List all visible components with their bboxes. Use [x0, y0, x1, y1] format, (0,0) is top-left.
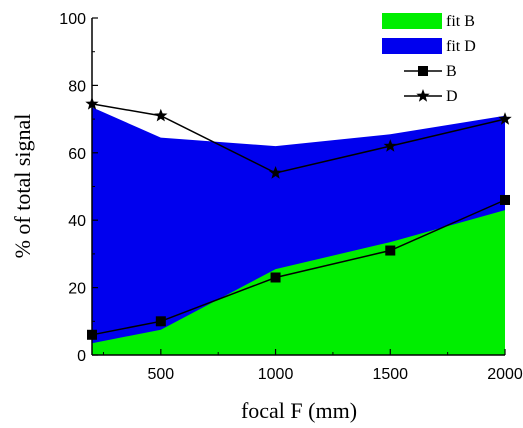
x-tick-label: 500 — [147, 366, 174, 383]
legend-label: B — [446, 63, 457, 80]
y-axis-title: % of total signal — [10, 114, 35, 259]
y-tick-label: 20 — [68, 281, 86, 298]
y-tick-label: 100 — [59, 11, 86, 28]
marker-d — [498, 112, 512, 125]
x-axis-title: focal F (mm) — [241, 398, 357, 423]
legend-swatch — [382, 38, 442, 54]
legend-item-fit-d: fit D — [382, 38, 476, 55]
marker-b — [385, 245, 396, 256]
x-tick-label: 2000 — [487, 366, 523, 383]
y-tick-label: 60 — [68, 146, 86, 163]
y-tick-label: 0 — [77, 348, 86, 365]
legend-label: fit B — [446, 13, 475, 30]
legend-label: D — [446, 88, 458, 105]
marker-b — [270, 272, 281, 283]
marker-b — [155, 316, 166, 327]
plot-areas — [92, 107, 505, 355]
legend-item-b: B — [404, 63, 457, 80]
marker-d — [154, 108, 168, 122]
marker-d — [268, 166, 283, 179]
area-fit-b — [92, 210, 505, 355]
y-tick-label: 40 — [68, 213, 86, 230]
legend-item-fit-b: fit B — [382, 13, 475, 30]
x-tick-label: 1500 — [372, 366, 408, 383]
legend-label: fit D — [446, 38, 476, 55]
legend-item-d: D — [404, 88, 458, 105]
legend-marker — [416, 89, 430, 102]
legend: fit B fit D BD — [382, 13, 476, 105]
legend-marker — [418, 66, 428, 76]
plot-lines — [85, 96, 512, 340]
y-tick-label: 80 — [68, 78, 86, 95]
legend-swatch — [382, 13, 442, 29]
marker-b — [500, 194, 510, 205]
marker-d — [383, 139, 397, 152]
ticks: 0 20 40 60 80 100 500 1000 1500 2000 — [59, 11, 523, 383]
x-tick-label: 1000 — [258, 366, 294, 383]
